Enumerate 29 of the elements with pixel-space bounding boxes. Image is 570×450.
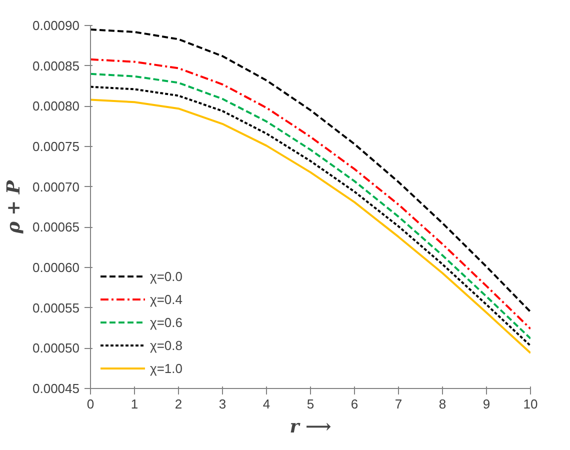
- y-tick-label: 0.00085: [32, 58, 80, 74]
- legend-label: χ=0.0: [150, 268, 182, 284]
- x-tick-label: 9: [482, 396, 490, 412]
- x-tick-label: 10: [523, 396, 538, 412]
- x-tick-label: 3: [218, 396, 226, 412]
- legend-label: χ=1.0: [150, 360, 182, 376]
- y-axis-title: ρ + P: [4, 180, 25, 235]
- y-tick-label: 0.00070: [32, 179, 80, 194]
- y-tick-label: 0.00065: [32, 220, 80, 235]
- x-tick-label: 7: [394, 396, 402, 412]
- legend-label: χ=0.6: [150, 314, 182, 330]
- x-axis-title: r ⟶: [290, 416, 332, 438]
- y-tick-label: 0.00080: [32, 98, 80, 114]
- y-tick-label: 0.00090: [32, 18, 80, 33]
- legend-label: χ=0.4: [150, 292, 182, 306]
- y-tick-label: 0.00045: [32, 381, 80, 396]
- x-tick-label: 2: [174, 396, 182, 412]
- x-tick-label: 0: [86, 396, 94, 412]
- x-tick-label: 4: [262, 396, 270, 412]
- line-series: [90, 28, 530, 313]
- y-tick-label: 0.00060: [32, 260, 80, 275]
- y-tick-label: 0.00055: [32, 300, 80, 316]
- y-tick-label: 0.00075: [32, 139, 80, 154]
- x-tick-label: 5: [306, 396, 314, 412]
- y-tick-label: 0.00050: [32, 340, 80, 356]
- x-tick-label: 6: [350, 396, 358, 412]
- legend-label: χ=0.8: [150, 338, 182, 352]
- x-tick-label: 8: [438, 396, 446, 412]
- x-tick-label: 1: [130, 396, 138, 412]
